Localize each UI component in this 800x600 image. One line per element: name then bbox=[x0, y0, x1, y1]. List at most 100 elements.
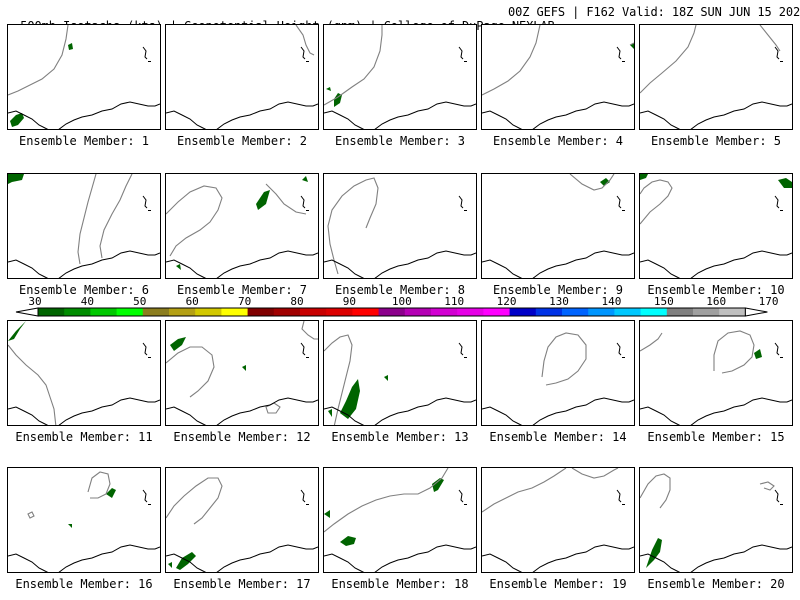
coastline bbox=[324, 544, 476, 572]
scale-tick-label: 110 bbox=[444, 295, 465, 308]
ensemble-map-panel-6 bbox=[7, 173, 161, 279]
ensemble-member-label: Ensemble Member: 18 bbox=[331, 577, 469, 591]
colorbar-segment bbox=[562, 308, 589, 316]
isotach-fill-region bbox=[176, 552, 196, 570]
height-contour bbox=[265, 402, 281, 414]
height-contour bbox=[166, 346, 215, 398]
island-outline bbox=[616, 489, 622, 503]
height-contour bbox=[482, 25, 541, 96]
ensemble-map-panel-10 bbox=[639, 173, 793, 279]
ensemble-member-label: Ensemble Member: 12 bbox=[173, 430, 311, 444]
coastline bbox=[640, 544, 792, 572]
coastline bbox=[482, 101, 634, 129]
island-mark bbox=[148, 357, 151, 358]
colorbar-segment bbox=[38, 308, 65, 316]
coastline bbox=[324, 101, 476, 129]
island-mark bbox=[464, 210, 467, 211]
island-outline bbox=[458, 489, 464, 503]
island-outline bbox=[300, 195, 306, 209]
island-outline bbox=[774, 342, 780, 356]
isotach-fill-region bbox=[242, 365, 246, 371]
isotach-fill-region bbox=[644, 538, 662, 572]
colorbar-segment bbox=[116, 308, 144, 316]
colorbar-segment bbox=[431, 308, 458, 316]
coastline bbox=[8, 101, 160, 129]
height-contour bbox=[324, 468, 449, 533]
ensemble-member-label: Ensemble Member: 14 bbox=[489, 430, 627, 444]
map-plot-8 bbox=[324, 177, 476, 278]
colorbar-segment bbox=[535, 308, 563, 316]
ensemble-map-panel-13 bbox=[323, 320, 477, 426]
island-outline bbox=[616, 195, 622, 209]
map-plot-9 bbox=[482, 174, 634, 278]
map-plot-5 bbox=[640, 25, 792, 129]
island-outline bbox=[458, 342, 464, 356]
island-outline bbox=[142, 46, 148, 60]
island-mark bbox=[622, 357, 625, 358]
height-contour bbox=[629, 42, 634, 46]
colorbar-segment bbox=[588, 308, 615, 316]
ensemble-map-panel-18 bbox=[323, 467, 477, 573]
colorbar-segment bbox=[64, 308, 91, 316]
colorbar-segment bbox=[614, 308, 642, 316]
island-mark bbox=[306, 357, 309, 358]
scale-tick-label: 100 bbox=[391, 295, 412, 308]
ensemble-map-panel-8 bbox=[323, 173, 477, 279]
island-mark bbox=[148, 61, 151, 62]
island-mark bbox=[780, 357, 783, 358]
scale-tick-label: 170 bbox=[758, 295, 779, 308]
isotach-fill-region bbox=[328, 409, 332, 417]
ensemble-member-label: Ensemble Member: 3 bbox=[334, 134, 466, 148]
colorbar-left-arrow bbox=[15, 307, 39, 317]
colorbar-segment bbox=[195, 308, 222, 316]
isotach-fill-region bbox=[10, 113, 24, 127]
coastline bbox=[482, 397, 634, 425]
island-mark bbox=[306, 61, 309, 62]
map-plot-18 bbox=[324, 468, 476, 572]
ensemble-member-label: Ensemble Member: 10 bbox=[647, 283, 785, 297]
coastline bbox=[482, 544, 634, 572]
height-contour bbox=[99, 174, 133, 259]
height-contour bbox=[77, 174, 97, 265]
ensemble-member-label: Ensemble Member: 6 bbox=[18, 283, 150, 297]
coastline bbox=[166, 544, 318, 572]
height-contour bbox=[482, 468, 567, 513]
isotach-fill-region bbox=[326, 87, 331, 91]
ensemble-map-panel-2 bbox=[165, 24, 319, 130]
scale-tick-label: 60 bbox=[185, 295, 199, 308]
colorbar-segment bbox=[693, 308, 720, 316]
scale-tick-label: 140 bbox=[601, 295, 622, 308]
map-plot-19 bbox=[482, 468, 634, 572]
island-mark bbox=[306, 504, 309, 505]
isotach-fill-region bbox=[324, 510, 330, 518]
height-contour bbox=[295, 25, 315, 56]
map-plot-15 bbox=[640, 330, 792, 425]
ensemble-map-panel-19 bbox=[481, 467, 635, 573]
map-plot-4 bbox=[482, 25, 634, 129]
height-contour bbox=[324, 334, 353, 425]
coastline bbox=[640, 397, 792, 425]
map-plot-10 bbox=[640, 174, 792, 278]
title-right: 00Z GEFS | F162 Valid: 18Z SUN JUN 15 20… bbox=[508, 5, 800, 19]
isotach-fill-region bbox=[600, 178, 610, 186]
coastline bbox=[640, 250, 792, 278]
coastline bbox=[8, 250, 160, 278]
ensemble-member-label: Ensemble Member: 17 bbox=[173, 577, 311, 591]
island-mark bbox=[464, 357, 467, 358]
colorbar-segment bbox=[640, 308, 668, 316]
isotach-fill-region bbox=[778, 178, 792, 188]
height-contour bbox=[265, 183, 307, 215]
ensemble-map-panel-1 bbox=[7, 24, 161, 130]
colorbar-segment bbox=[326, 308, 353, 316]
height-contour bbox=[541, 332, 587, 386]
colorbar-segment bbox=[483, 308, 511, 316]
island-outline bbox=[300, 342, 306, 356]
ensemble-member-label: Ensemble Member: 16 bbox=[15, 577, 153, 591]
ensemble-map-panel-14 bbox=[481, 320, 635, 426]
isotach-fill-region bbox=[334, 93, 342, 107]
isotach-fill-region bbox=[384, 375, 388, 381]
scale-tick-label: 40 bbox=[80, 295, 95, 308]
height-contour bbox=[327, 177, 379, 275]
island-outline bbox=[458, 195, 464, 209]
coastline bbox=[324, 397, 476, 425]
